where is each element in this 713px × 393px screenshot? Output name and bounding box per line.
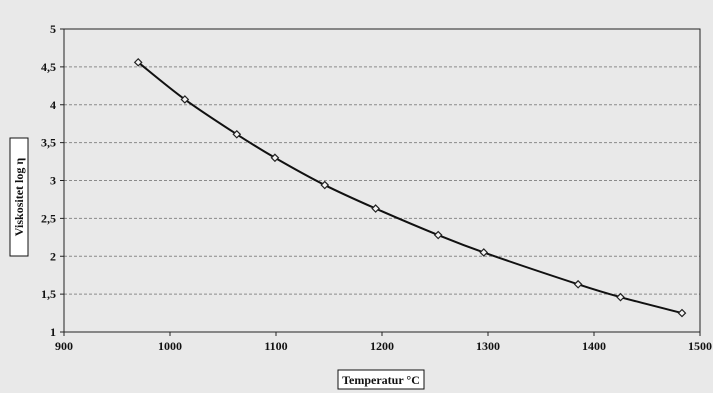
data-point-10	[677, 308, 687, 318]
x-axis-title-box	[337, 369, 425, 390]
x-tick-label: 1200	[370, 339, 394, 353]
data-point-4	[320, 180, 330, 190]
data-point-2	[232, 129, 242, 139]
x-tick-label: 1400	[582, 339, 606, 353]
y-tick-label: 4,5	[41, 60, 56, 74]
data-point-1	[180, 95, 190, 104]
y-tick-label: 3	[50, 174, 56, 188]
y-tick-label: 5	[50, 22, 56, 36]
x-axis-title-group: Temperatur °C	[337, 369, 425, 390]
y-tick-label: 3,5	[41, 136, 56, 150]
x-tick-labels: 900 1000 1100 1200 1300 1400 1500	[55, 332, 712, 353]
y-tick-labels: 1 1,5 2 2,5 3 3,5 4 4,5 5	[41, 22, 64, 339]
x-tick-label: 1000	[158, 339, 182, 353]
x-tick-label: 1300	[476, 339, 500, 353]
data-point-5	[371, 204, 380, 213]
data-point-6	[433, 230, 443, 240]
data-point-3	[270, 153, 280, 163]
x-tick-label: 900	[55, 339, 73, 353]
x-tick-label: 1500	[688, 339, 712, 353]
data-point-9	[616, 292, 625, 302]
marker-layer	[133, 57, 687, 318]
y-axis-title-group: Viskositet log η	[9, 137, 29, 257]
series-layer	[137, 61, 683, 315]
data-point-0	[133, 57, 143, 67]
y-tick-label: 1	[50, 325, 56, 339]
data-point-8	[573, 279, 583, 289]
x-axis-title: Temperatur °C	[342, 373, 420, 387]
y-tick-label: 1,5	[41, 287, 56, 301]
y-axis-title-box	[9, 137, 29, 257]
data-point-7	[479, 248, 489, 257]
y-tick-label: 2,5	[41, 211, 56, 225]
y-axis-title: Viskositet log η	[12, 158, 26, 237]
series-line	[137, 61, 683, 315]
y-tick-label: 4	[50, 98, 56, 112]
x-tick-label: 1100	[264, 339, 287, 353]
y-tick-label: 2	[50, 249, 56, 263]
